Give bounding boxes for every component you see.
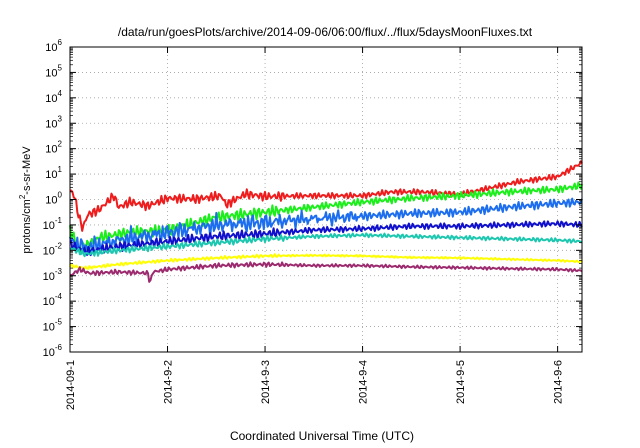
series-line-1 [69,181,583,253]
y-tick-label: 10-2 [43,241,63,257]
y-tick-base: 10 [45,118,57,130]
y-axis-label: protons/cm2-s-sr-MeV [18,146,33,254]
y-tick-label: 106 [45,38,62,54]
series-line-3 [69,220,583,257]
y-tick-base: 10 [43,322,55,334]
y-tick-base: 10 [45,42,57,54]
y-tick-label: 100 [45,191,62,207]
series-line-6 [69,261,583,283]
y-tick-base: 10 [45,195,57,207]
series-line-2 [69,197,583,255]
y-tick-base: 10 [45,169,57,181]
y-tick-base: 10 [43,347,55,359]
series-lines [69,160,583,283]
y-tick-exponent: -4 [55,292,63,301]
y-tick-label: 103 [45,114,62,130]
y-tick-label: 10-6 [43,343,63,359]
tick-marks [69,46,582,353]
y-tick-base: 10 [45,144,57,156]
y-tick-exponent: -1 [55,216,63,225]
y-tick-label: 105 [45,63,62,79]
x-tick-label: 2014-09-1 [65,360,77,410]
x-tick-label: 2014-9-5 [455,360,467,404]
y-tick-label: 10-1 [43,216,63,232]
x-tick-label: 2014-9-4 [358,360,370,404]
y-tick-exponent: 1 [58,165,63,174]
x-axis-label: Coordinated Universal Time (UTC) [230,429,414,443]
y-tick-label: 101 [45,165,62,181]
x-tick-labels: 2014-09-1 2014-9-2 2014-9-3 2014-9-4 2014-9-… [65,360,565,410]
y-tick-exponent: -2 [55,241,63,250]
x-tick-label: 2014-9-3 [260,360,272,404]
y-tick-label: 10-5 [43,318,63,334]
y-tick-exponent: -6 [55,343,63,352]
y-tick-label: 10-4 [43,292,63,308]
series-line-5 [69,253,583,270]
chart-title: /data/run/goesPlots/archive/2014-09-06/0… [118,25,533,39]
y-tick-label: 102 [45,140,62,156]
y-tick-exponent: -3 [55,267,63,276]
y-tick-labels: 10-610-510-410-310-210-11001011021031041… [43,38,63,359]
x-tick-label: 2014-9-2 [163,360,175,404]
y-tick-exponent: -5 [55,318,63,327]
y-tick-base: 10 [43,245,55,257]
y-tick-exponent: 2 [58,140,63,149]
series-line-4 [69,232,583,258]
y-tick-base: 10 [43,271,55,283]
x-tick-label: 2014-9-6 [553,360,565,404]
y-tick-exponent: 6 [58,38,63,47]
y-tick-exponent: 5 [58,63,63,72]
y-tick-base: 10 [45,67,57,79]
grid-lines [70,47,582,352]
y-tick-label: 10-3 [43,267,63,283]
y-tick-label: 104 [45,89,62,105]
y-axis-label-sup: 2 [18,194,27,199]
y-axis-label-suffix: -s-sr-MeV [21,146,33,195]
y-axis-label-prefix: protons/cm [21,199,33,253]
y-tick-exponent: 0 [58,191,63,200]
y-tick-exponent: 4 [58,89,63,98]
y-tick-base: 10 [43,220,55,232]
y-tick-base: 10 [45,93,57,105]
y-tick-base: 10 [43,296,55,308]
series-line-0 [69,160,583,232]
y-tick-exponent: 3 [58,114,63,123]
